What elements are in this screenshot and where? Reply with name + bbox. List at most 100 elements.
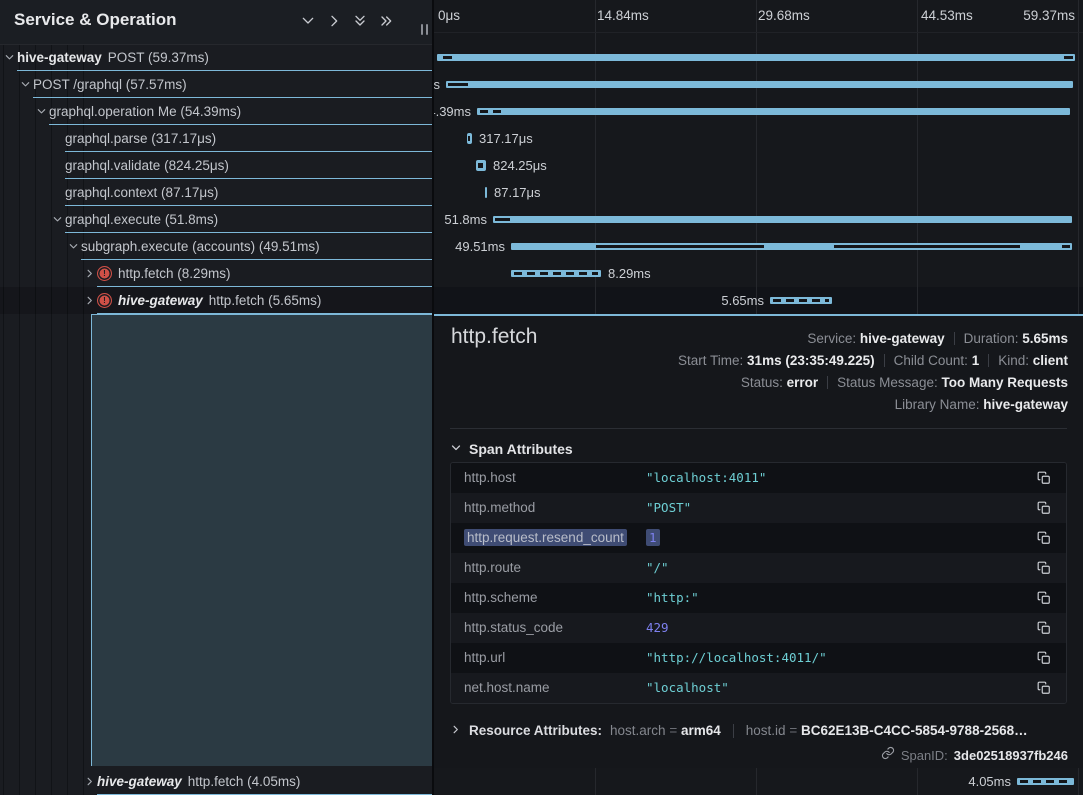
meta-value: client: [1033, 353, 1068, 368]
copy-button[interactable]: [1022, 621, 1066, 635]
chevron-down-icon: [450, 438, 462, 460]
span-bar[interactable]: [476, 160, 486, 171]
span-label: !hive-gatewayhttp.fetch (5.65ms): [97, 287, 321, 314]
expander-right-icon[interactable]: [84, 295, 95, 306]
span-name-duration: http.fetch (5.65ms): [209, 287, 322, 314]
attribute-key: net.host.name: [451, 673, 646, 703]
meta-label: Library Name:: [895, 397, 984, 412]
expander-down-icon[interactable]: [36, 106, 47, 117]
selected-span-block[interactable]: [91, 314, 434, 766]
copy-button[interactable]: [1022, 531, 1066, 545]
chevron-right-icon[interactable]: [326, 13, 342, 29]
span-name-duration: graphql.parse (317.17μs): [65, 125, 216, 152]
span-title: http.fetch: [451, 325, 537, 349]
span-tree-row[interactable]: graphql.validate (824.25μs): [0, 152, 434, 179]
expander-down-icon[interactable]: [68, 241, 79, 252]
attribute-key: http.scheme: [451, 583, 646, 613]
link-icon[interactable]: [881, 746, 895, 766]
span-bar[interactable]: [511, 243, 1072, 250]
meta-value: 5.65ms: [1022, 331, 1068, 346]
duration-label: 49.51ms: [455, 233, 505, 260]
copy-button[interactable]: [1022, 681, 1066, 695]
span-attributes-table: http.host "localhost:4011" http.method "…: [450, 462, 1067, 704]
copy-button[interactable]: [1022, 561, 1066, 575]
duration-label: 5.65ms: [721, 287, 764, 314]
expander-down-icon[interactable]: [52, 214, 63, 225]
expander-down-icon[interactable]: [20, 79, 31, 90]
span-tree-row[interactable]: !http.fetch (8.29ms): [0, 260, 434, 287]
gridline: [917, 768, 918, 795]
timeline-panel: 0μs14.84ms29.68ms44.53ms59.37ms 57.57ms5…: [434, 0, 1083, 795]
span-bar[interactable]: [770, 297, 832, 304]
span-bar[interactable]: [446, 81, 1073, 88]
span-detail-panel: http.fetch Service: hive-gatewayDuration…: [434, 314, 1083, 768]
attribute-key: http.host: [451, 463, 646, 493]
span-tree-row[interactable]: hive-gatewayhttp.fetch (4.05ms): [0, 768, 434, 795]
meta-label: Status:: [741, 375, 787, 390]
gridline: [595, 0, 596, 314]
span-tree-row[interactable]: POST /graphql (57.57ms): [0, 71, 434, 98]
span-meta: Service: hive-gatewayDuration: 5.65msSta…: [678, 328, 1068, 416]
axis-divider: [434, 32, 1083, 33]
span-tree-row[interactable]: graphql.execute (51.8ms): [0, 206, 434, 233]
span-attributes-header[interactable]: Span Attributes: [450, 438, 573, 460]
panel-splitter[interactable]: [432, 0, 434, 795]
expander-right-icon[interactable]: [84, 268, 95, 279]
chevrons-down-icon[interactable]: [352, 13, 368, 29]
attribute-value: 429: [646, 613, 1022, 643]
splitter-handle-icon[interactable]: [421, 24, 428, 35]
copy-button[interactable]: [1022, 471, 1066, 485]
attribute-key: http.request.resend_count: [451, 523, 646, 553]
chevrons-right-icon[interactable]: [378, 13, 394, 29]
axis-tick-label: 14.84ms: [597, 1, 649, 31]
panel-title: Service & Operation: [14, 10, 177, 30]
span-attributes-title: Span Attributes: [469, 438, 573, 460]
attribute-row: http.route "/": [451, 553, 1066, 583]
resource-attributes-title[interactable]: Resource Attributes:: [469, 718, 602, 744]
span-label: graphql.operation Me (54.39ms): [49, 98, 241, 125]
span-bar[interactable]: [437, 54, 1075, 61]
span-tree-row[interactable]: graphql.context (87.17μs): [0, 179, 434, 206]
chevron-down-icon[interactable]: [300, 13, 316, 29]
expander-right-icon[interactable]: [84, 776, 95, 787]
attribute-key: http.route: [451, 553, 646, 583]
duration-label: 8.29ms: [608, 260, 651, 287]
attribute-row: http.host "localhost:4011": [451, 463, 1066, 493]
span-label: graphql.parse (317.17μs): [65, 125, 216, 152]
span-bar[interactable]: [485, 187, 487, 198]
span-label: graphql.context (87.17μs): [65, 179, 218, 206]
attribute-row: http.status_code 429: [451, 613, 1066, 643]
span-name-duration: graphql.validate (824.25μs): [65, 152, 229, 179]
attribute-value: "http://localhost:4011/": [646, 643, 1022, 673]
span-bar[interactable]: [511, 270, 601, 277]
span-bar[interactable]: [467, 133, 472, 144]
span-tree-row[interactable]: graphql.operation Me (54.39ms): [0, 98, 434, 125]
span-tree-row[interactable]: !hive-gatewayhttp.fetch (5.65ms): [0, 287, 434, 314]
copy-button[interactable]: [1022, 591, 1066, 605]
span-tree-row[interactable]: hive-gatewayPOST (59.37ms): [0, 44, 434, 71]
span-bar[interactable]: [477, 108, 1070, 115]
meta-label: Service:: [807, 331, 860, 346]
copy-button[interactable]: [1022, 501, 1066, 515]
span-tree-row[interactable]: subgraph.execute (accounts) (49.51ms): [0, 233, 434, 260]
attribute-row: http.url "http://localhost:4011/": [451, 643, 1066, 673]
service-name: hive-gateway: [17, 44, 102, 71]
detail-divider: [450, 428, 1067, 429]
span-bar[interactable]: [1017, 778, 1074, 785]
meta-value: hive-gateway: [983, 397, 1068, 412]
span-id-label: SpanID:: [901, 746, 948, 766]
resource-attribute: host.id = BC62E13B-C4CC-5854-9788-2568…: [746, 718, 1028, 744]
expander-down-icon[interactable]: [4, 52, 15, 63]
meta-value: Too Many Requests: [941, 375, 1068, 390]
meta-line: Status: error Status Message: Too Many Re…: [678, 372, 1068, 394]
attribute-key: http.url: [451, 643, 646, 673]
meta-label: Status Message:: [837, 375, 941, 390]
meta-value: error: [787, 375, 819, 390]
span-bar[interactable]: [493, 216, 1072, 223]
resource-attribute: host.arch = arm64: [610, 718, 721, 744]
resource-attributes-row: Resource Attributes: host.arch = arm64 hos…: [450, 718, 1028, 744]
duration-label: 824.25μs: [493, 152, 547, 179]
copy-button[interactable]: [1022, 651, 1066, 665]
service-name: hive-gateway: [97, 768, 182, 795]
span-tree-row[interactable]: graphql.parse (317.17μs): [0, 125, 434, 152]
